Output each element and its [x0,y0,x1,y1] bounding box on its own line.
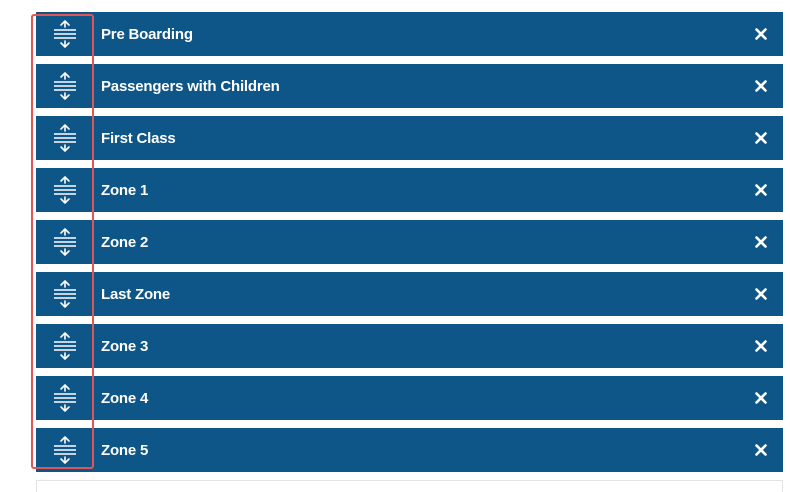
add-group-input[interactable] [36,480,783,492]
drag-handle-icon[interactable] [36,168,94,212]
close-icon[interactable] [739,12,783,56]
boarding-group-row[interactable]: Zone 2 [36,220,783,264]
drag-handle-icon[interactable] [36,428,94,472]
close-icon[interactable] [739,116,783,160]
close-icon[interactable] [739,428,783,472]
boarding-group-list: Pre Boarding Passengers with Children Firs… [36,12,783,480]
boarding-group-label: Pre Boarding [101,25,193,43]
close-icon[interactable] [739,272,783,316]
boarding-group-row[interactable]: Zone 4 [36,376,783,420]
close-icon[interactable] [739,324,783,368]
boarding-group-label: Last Zone [101,285,171,303]
boarding-group-row[interactable]: Zone 5 [36,428,783,472]
boarding-group-row[interactable]: Last Zone [36,272,783,316]
drag-handle-icon[interactable] [36,12,94,56]
boarding-group-label: Zone 4 [101,389,149,407]
boarding-group-label: Zone 2 [101,233,149,251]
boarding-group-label: Zone 1 [101,181,149,199]
drag-handle-icon[interactable] [36,324,94,368]
drag-handle-icon[interactable] [36,64,94,108]
boarding-group-label: First Class [101,129,176,147]
drag-handle-icon[interactable] [36,116,94,160]
boarding-group-row[interactable]: Zone 1 [36,168,783,212]
close-icon[interactable] [739,376,783,420]
boarding-group-row[interactable]: Passengers with Children [36,64,783,108]
boarding-group-row[interactable]: Zone 3 [36,324,783,368]
drag-handle-icon[interactable] [36,220,94,264]
boarding-group-label: Zone 3 [101,337,149,355]
boarding-group-label: Passengers with Children [101,77,280,95]
drag-handle-icon[interactable] [36,272,94,316]
boarding-group-row[interactable]: Pre Boarding [36,12,783,56]
drag-handle-icon[interactable] [36,376,94,420]
close-icon[interactable] [739,220,783,264]
close-icon[interactable] [739,168,783,212]
close-icon[interactable] [739,64,783,108]
boarding-group-row[interactable]: First Class [36,116,783,160]
boarding-group-label: Zone 5 [101,441,149,459]
